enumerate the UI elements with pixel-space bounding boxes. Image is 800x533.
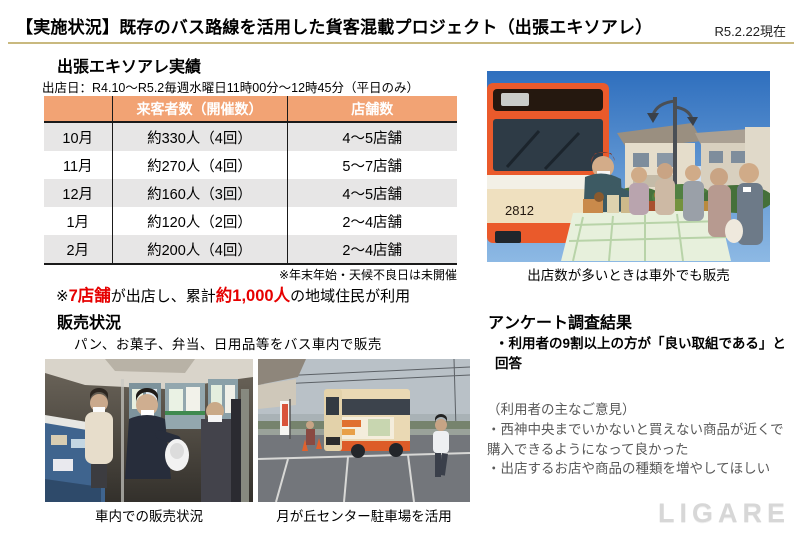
person-right [201,389,249,502]
bus-interior-scene [45,359,253,502]
opinions-title: （利用者の主なご意見） [487,402,636,417]
table-header-row: 来客者数（開催数） 店舗数 [44,96,457,123]
walking-person [433,414,449,477]
parking-lot-scene [258,359,470,502]
cell-month: 2月 [44,235,112,265]
table-row: 11月 約270人（4回） 5～7店舗 [44,151,457,179]
parking-lot-photo [258,359,470,502]
summary-visitors-highlight: 約1,000人 [215,287,291,305]
cell-visitors: 約330人（4回） [111,122,287,151]
title-divider [8,42,794,44]
photo-caption: 月が丘センター駐車場を活用 [276,509,452,524]
summary-statement: ※7店舗が出店し、累計約1,000人の地域住民が利用 [56,282,410,306]
market-table [561,190,731,262]
photo-caption: 車内での販売状況 [95,509,203,524]
outdoor-market-photo: 2812 [487,71,770,262]
parking-lines [258,452,470,502]
cell-month: 10月 [44,122,112,151]
cell-visitors: 約270人（4回） [111,151,287,179]
banner-flag [280,399,291,439]
cell-month: 11月 [44,151,112,179]
header-shops: 店舗数 [286,96,457,123]
cell-shops: 5～7店舗 [286,151,457,179]
bus-rear [324,389,410,458]
sales-description: パン、お菓子、弁当、日用品等をバス車内で販売 [74,337,382,352]
bus-interior-photo [45,359,253,502]
bus-number-text: 2812 [505,203,534,218]
cell-shops: 4～5店舗 [286,179,457,207]
table-row: 2月 約200人（4回） 2～4店舗 [44,235,457,265]
cell-shops: 4～5店舗 [286,122,457,151]
cell-month: 12月 [44,179,112,207]
summary-middle: が出店し、累計 [110,288,216,305]
as-of-date: R5.2.22現在 [714,24,786,39]
person-center [125,388,189,479]
house-roof [258,359,306,385]
table-row: 10月 約330人（4回） 4～5店舗 [44,122,457,151]
cell-visitors: 約200人（4回） [111,235,287,265]
cell-month: 1月 [44,207,112,235]
survey-heading: アンケート調査結果 [488,315,633,332]
bystander [306,421,315,445]
table-row: 1月 約120人（2回） 2～4店舗 [44,207,457,235]
sales-heading: 販売状況 [57,315,122,332]
schedule-text: 出店日：R4.10～R5.2毎週水曜日11時00分～12時45分（平日のみ） [42,81,419,95]
summary-shops-highlight: 7店舗 [68,287,111,305]
results-heading: 出張エキソアレ実績 [57,59,202,76]
page-title: 【実施状況】既存のバス路線を活用した貨客混載プロジェクト（出張エキソアレ） [16,18,653,37]
table-row: 12月 約160人（3回） 4～5店舗 [44,179,457,207]
outdoor-market-scene: 2812 [487,71,770,262]
ligare-logo: LIGARE [657,498,790,528]
cell-visitors: 約160人（3回） [111,179,287,207]
opinion-item: ・出店するお店や商品の種類を増やしてほしい [487,461,771,476]
header-month [44,96,112,123]
customers [629,163,763,245]
cell-shops: 2～4店舗 [286,207,457,235]
cell-shops: 2～4店舗 [286,235,457,265]
header-visitors: 来客者数（開催数） [111,96,287,123]
person-left [85,388,113,488]
summary-prefix: ※ [56,288,69,305]
table-footnote: ※年末年始・天候不良日は未開催 [278,268,457,282]
lamp-post [647,97,698,201]
photo-caption: 出店数が多いときは車外でも販売 [527,268,730,283]
summary-suffix: の地域住民が利用 [290,288,411,305]
opinion-item: ・西神中央までいかないと買えない商品が近くで購入できるようになって良かった [487,422,784,457]
visitors-table: 来客者数（開催数） 店舗数 10月 約330人（4回） 4～5店舗 11月 約2… [44,96,457,265]
traffic-cones [302,438,322,451]
cell-visitors: 約120人（2回） [111,207,287,235]
survey-main-result: ・利用者の9割以上の方が「良い取組である」と回答 [495,336,786,371]
